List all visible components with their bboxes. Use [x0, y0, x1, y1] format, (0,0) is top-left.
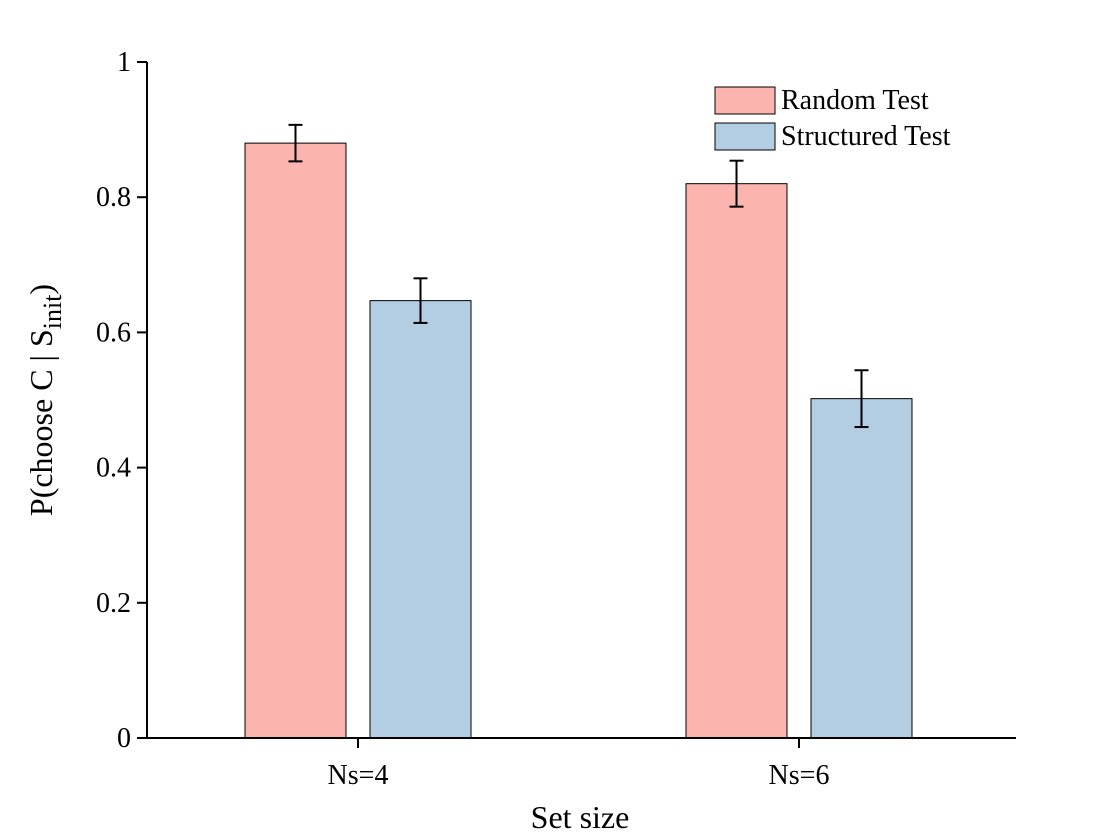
error-bars-group [288, 123, 869, 429]
legend-swatch-random-test [714, 86, 776, 115]
legend-label-random-test: Random Test [781, 85, 929, 116]
y-tick-label: 1 [117, 47, 131, 78]
legend: Random Test Structured Test [714, 85, 951, 152]
y-tick-label: 0.4 [96, 453, 131, 484]
y-ticks-group: 0 0.2 0.4 0.6 0.8 1 [96, 47, 147, 754]
bar-random-test-ns6 [685, 183, 788, 739]
bar-structured-test-ns4 [369, 300, 472, 739]
y-axis-title-subscript: init [38, 294, 67, 329]
y-tick-label: 0 [117, 723, 131, 754]
x-axis-title: Set size [531, 799, 630, 835]
bar-random-test-ns4 [244, 142, 347, 739]
y-axis-title: P(choose C | Sinit) [23, 284, 67, 516]
bars-group [244, 142, 913, 739]
bar-structured-test-ns6 [810, 398, 913, 739]
x-ticks-group: Ns=4 Ns=6 [328, 738, 830, 791]
y-axis-title-main: P(choose C | S [23, 329, 59, 516]
y-axis-title-close: ) [23, 284, 59, 295]
y-tick-label: 0.6 [96, 317, 131, 348]
x-tick-label: Ns=4 [328, 760, 389, 791]
x-tick-label: Ns=6 [769, 760, 830, 791]
y-tick-label: 0.2 [96, 588, 131, 619]
legend-label-structured-test: Structured Test [781, 121, 951, 152]
legend-swatch-structured-test [714, 122, 776, 151]
y-tick-label: 0.8 [96, 182, 131, 213]
